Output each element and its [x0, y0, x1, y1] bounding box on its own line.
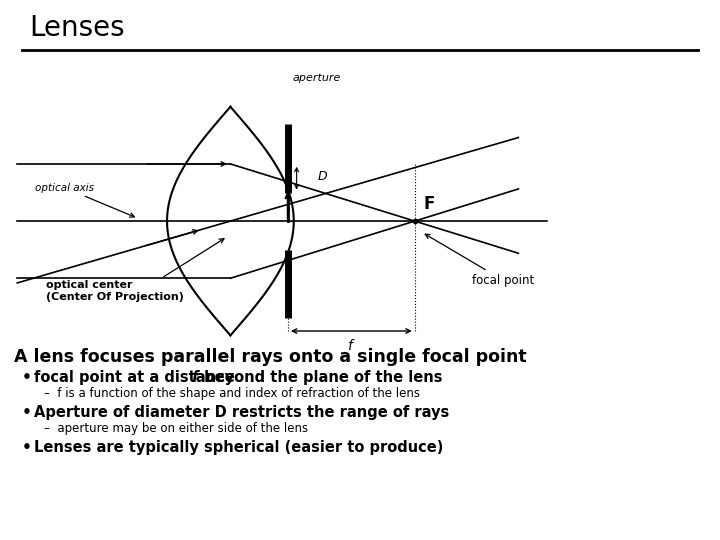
Text: optical axis: optical axis: [35, 183, 135, 217]
Text: aperture: aperture: [292, 72, 341, 83]
Text: Lenses: Lenses: [29, 14, 125, 42]
Text: $f$: $f$: [347, 338, 356, 353]
Text: •: •: [22, 405, 32, 420]
Text: Aperture of diameter D restricts the range of rays: Aperture of diameter D restricts the ran…: [34, 405, 449, 420]
Text: beyond the plane of the lens: beyond the plane of the lens: [199, 370, 443, 385]
Text: •: •: [22, 370, 32, 385]
Text: $\mathbf{F}$: $\mathbf{F}$: [423, 195, 436, 213]
Text: focal point: focal point: [426, 234, 534, 287]
Text: •: •: [22, 440, 32, 455]
Text: –  f is a function of the shape and index of refraction of the lens: – f is a function of the shape and index…: [44, 387, 420, 400]
Text: A lens focuses parallel rays onto a single focal point: A lens focuses parallel rays onto a sing…: [14, 348, 526, 366]
Text: optical center
(Center Of Projection): optical center (Center Of Projection): [46, 280, 184, 302]
Text: $D$: $D$: [317, 170, 328, 183]
Text: focal point at a distance: focal point at a distance: [34, 370, 240, 385]
Text: Lenses are typically spherical (easier to produce): Lenses are typically spherical (easier t…: [34, 440, 444, 455]
Text: f: f: [191, 370, 197, 385]
Text: –  aperture may be on either side of the lens: – aperture may be on either side of the …: [44, 422, 308, 435]
